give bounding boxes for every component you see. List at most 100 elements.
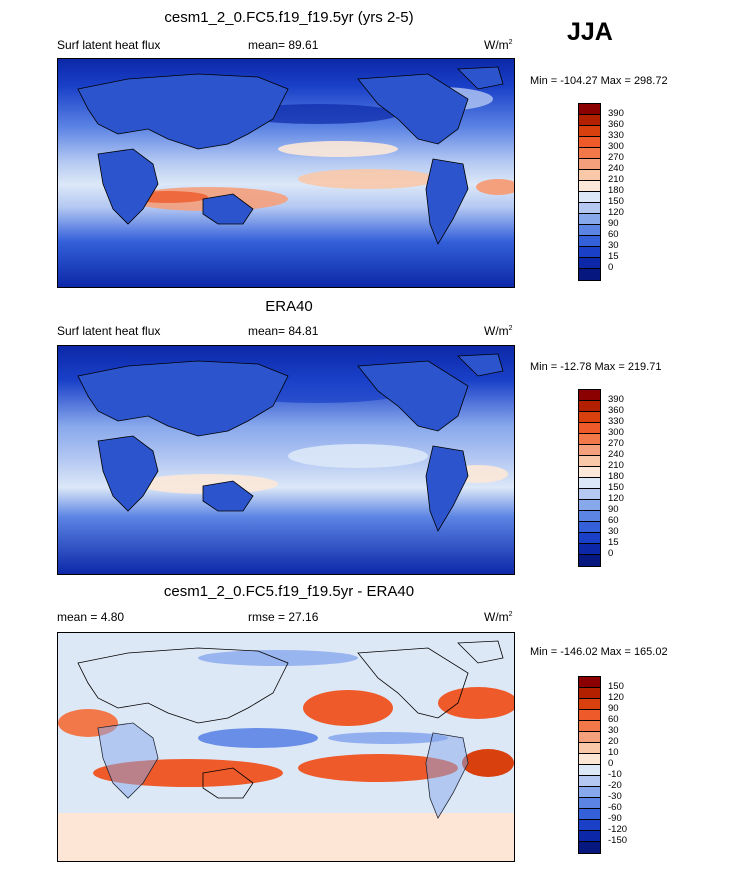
colorbar-swatch xyxy=(579,842,600,853)
colorbar-tick-label: 300 xyxy=(608,141,624,152)
colorbar-tick-label: 15 xyxy=(608,251,619,262)
colorbar-swatch xyxy=(579,269,600,280)
colorbar-tick-label: 120 xyxy=(608,493,624,504)
colorbar-tick-label: 20 xyxy=(608,736,619,747)
colorbar-swatch xyxy=(579,776,600,787)
colorbar-swatch xyxy=(579,555,600,566)
colorbar-swatch xyxy=(579,478,600,489)
colorbar-swatch xyxy=(579,699,600,710)
colorbar-swatch xyxy=(579,115,600,126)
colorbar-tick-label: -90 xyxy=(608,813,622,824)
colorbar-swatch xyxy=(579,236,600,247)
colorbar-tick-label: 0 xyxy=(608,262,614,273)
colorbar-swatch xyxy=(579,809,600,820)
panel1-units: W/m2 xyxy=(484,38,513,52)
panel2-colorbar xyxy=(578,389,601,567)
colorbar-tick-label: 150 xyxy=(608,681,624,692)
colorbar-swatch xyxy=(579,831,600,842)
colorbar-tick-label: -20 xyxy=(608,780,622,791)
colorbar-tick-label: 0 xyxy=(608,758,614,769)
colorbar-tick-label: 270 xyxy=(608,438,624,449)
colorbar-swatch xyxy=(579,787,600,798)
panel2-units: W/m2 xyxy=(484,324,513,338)
colorbar-tick-label: 15 xyxy=(608,537,619,548)
panel3-colorbar-ticks: 150 120 90 60 30 20 10 0 -10 -20 -30 -60 -90 -120 -150 xyxy=(608,681,627,846)
colorbar-swatch xyxy=(579,423,600,434)
colorbar-swatch xyxy=(579,456,600,467)
colorbar-tick-label: 390 xyxy=(608,108,624,119)
colorbar-swatch xyxy=(579,401,600,412)
colorbar-tick-label: 210 xyxy=(608,460,624,471)
colorbar-swatch xyxy=(579,754,600,765)
colorbar-tick-label: 360 xyxy=(608,405,624,416)
panel3-map xyxy=(57,632,515,862)
colorbar-swatch xyxy=(579,677,600,688)
colorbar-tick-label: 270 xyxy=(608,152,624,163)
colorbar-swatch xyxy=(579,148,600,159)
colorbar-tick-label: 150 xyxy=(608,196,624,207)
colorbar-swatch xyxy=(579,181,600,192)
colorbar-swatch xyxy=(579,467,600,478)
colorbar-tick-label: 240 xyxy=(608,163,624,174)
colorbar-tick-label: -30 xyxy=(608,791,622,802)
panel1-left-label: Surf latent heat flux xyxy=(57,38,161,52)
panel3-mean-label: mean = 4.80 xyxy=(57,610,125,624)
panel3-minmax: Min = -146.02 Max = 165.02 xyxy=(530,646,668,658)
colorbar-tick-label: -150 xyxy=(608,835,628,846)
colorbar-swatch xyxy=(579,445,600,456)
colorbar-tick-label: 60 xyxy=(608,714,619,725)
colorbar-tick-label: 30 xyxy=(608,526,619,537)
colorbar-swatch xyxy=(579,743,600,754)
colorbar-swatch xyxy=(579,170,600,181)
colorbar-tick-label: 120 xyxy=(608,207,624,218)
panel2-title: ERA40 xyxy=(265,298,313,315)
colorbar-swatch xyxy=(579,412,600,423)
colorbar-swatch xyxy=(579,710,600,721)
colorbar-tick-label: 330 xyxy=(608,130,624,141)
colorbar-swatch xyxy=(579,192,600,203)
colorbar-tick-label: 240 xyxy=(608,449,624,460)
season-label: JJA xyxy=(567,18,613,46)
panel2-left-label: Surf latent heat flux xyxy=(57,324,161,338)
colorbar-swatch xyxy=(579,159,600,170)
panel3-title: cesm1_2_0.FC5.f19_f19.5yr - ERA40 xyxy=(163,583,415,600)
colorbar-tick-label: 210 xyxy=(608,174,624,185)
colorbar-tick-label: 60 xyxy=(608,229,619,240)
colorbar-swatch xyxy=(579,798,600,809)
colorbar-swatch xyxy=(579,500,600,511)
colorbar-tick-label: 10 xyxy=(608,747,619,758)
colorbar-tick-label: 30 xyxy=(608,725,619,736)
colorbar-tick-label: 60 xyxy=(608,515,619,526)
colorbar-swatch xyxy=(579,225,600,236)
colorbar-swatch xyxy=(579,434,600,445)
colorbar-swatch xyxy=(579,203,600,214)
panel3-colorbar xyxy=(578,676,601,854)
colorbar-swatch xyxy=(579,126,600,137)
colorbar-swatch xyxy=(579,732,600,743)
panel1-minmax: Min = -104.27 Max = 298.72 xyxy=(530,75,668,87)
colorbar-swatch xyxy=(579,390,600,401)
panel2-minmax: Min = -12.78 Max = 219.71 xyxy=(530,361,662,373)
colorbar-tick-label: -10 xyxy=(608,769,622,780)
colorbar-tick-label: 150 xyxy=(608,482,624,493)
panel1-colorbar xyxy=(578,103,601,281)
colorbar-tick-label: 90 xyxy=(608,218,619,229)
colorbar-swatch xyxy=(579,214,600,225)
panel1-title: cesm1_2_0.FC5.f19_f19.5yr (yrs 2-5) xyxy=(164,9,414,26)
colorbar-tick-label: 30 xyxy=(608,240,619,251)
colorbar-swatch xyxy=(579,104,600,115)
colorbar-tick-label: 180 xyxy=(608,185,624,196)
colorbar-swatch xyxy=(579,522,600,533)
colorbar-tick-label: 120 xyxy=(608,692,624,703)
colorbar-swatch xyxy=(579,820,600,831)
colorbar-tick-label: 90 xyxy=(608,504,619,515)
colorbar-swatch xyxy=(579,247,600,258)
panel3-rmse-label: rmse = 27.16 xyxy=(248,610,319,624)
colorbar-tick-label: -60 xyxy=(608,802,622,813)
panel2-mean-label: mean= 84.81 xyxy=(248,324,319,338)
panel1-mean-label: mean= 89.61 xyxy=(248,38,319,52)
colorbar-swatch xyxy=(579,765,600,776)
colorbar-swatch xyxy=(579,721,600,732)
colorbar-tick-label: 360 xyxy=(608,119,624,130)
colorbar-tick-label: 390 xyxy=(608,394,624,405)
